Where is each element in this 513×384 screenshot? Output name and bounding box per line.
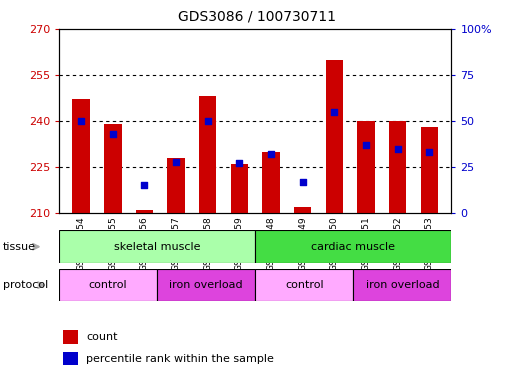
Text: GDS3086 / 100730711: GDS3086 / 100730711	[177, 10, 336, 23]
Text: iron overload: iron overload	[366, 280, 439, 290]
Bar	[59, 230, 255, 263]
Text: skeletal muscle: skeletal muscle	[114, 242, 201, 252]
Text: count: count	[87, 331, 118, 341]
Point	[141, 182, 149, 189]
Bar	[157, 269, 255, 301]
Bar	[104, 124, 122, 213]
Bar	[59, 269, 157, 301]
Point	[299, 179, 307, 185]
Bar	[72, 99, 90, 213]
Bar	[389, 121, 406, 213]
Bar	[255, 269, 353, 301]
Text: cardiac muscle: cardiac muscle	[311, 242, 396, 252]
Point	[425, 149, 433, 156]
Bar	[294, 207, 311, 213]
Bar	[231, 164, 248, 213]
Bar	[63, 351, 78, 366]
Point	[393, 146, 402, 152]
Text: control: control	[89, 280, 127, 290]
Text: tissue: tissue	[3, 242, 35, 252]
Text: protocol: protocol	[3, 280, 48, 290]
Bar	[421, 127, 438, 213]
Text: iron overload: iron overload	[169, 280, 243, 290]
Point	[204, 118, 212, 124]
Text: percentile rank within the sample: percentile rank within the sample	[87, 354, 274, 364]
Bar	[167, 158, 185, 213]
Point	[267, 151, 275, 157]
Point	[172, 159, 180, 165]
Bar	[255, 230, 451, 263]
Point	[330, 109, 339, 115]
Point	[235, 160, 244, 166]
Bar	[326, 60, 343, 213]
Point	[77, 118, 85, 124]
Bar	[353, 269, 451, 301]
Bar	[63, 329, 78, 344]
Bar	[136, 210, 153, 213]
Point	[109, 131, 117, 137]
Point	[362, 142, 370, 148]
Text: control: control	[285, 280, 324, 290]
Bar	[199, 96, 216, 213]
Bar	[357, 121, 374, 213]
Bar	[262, 152, 280, 213]
